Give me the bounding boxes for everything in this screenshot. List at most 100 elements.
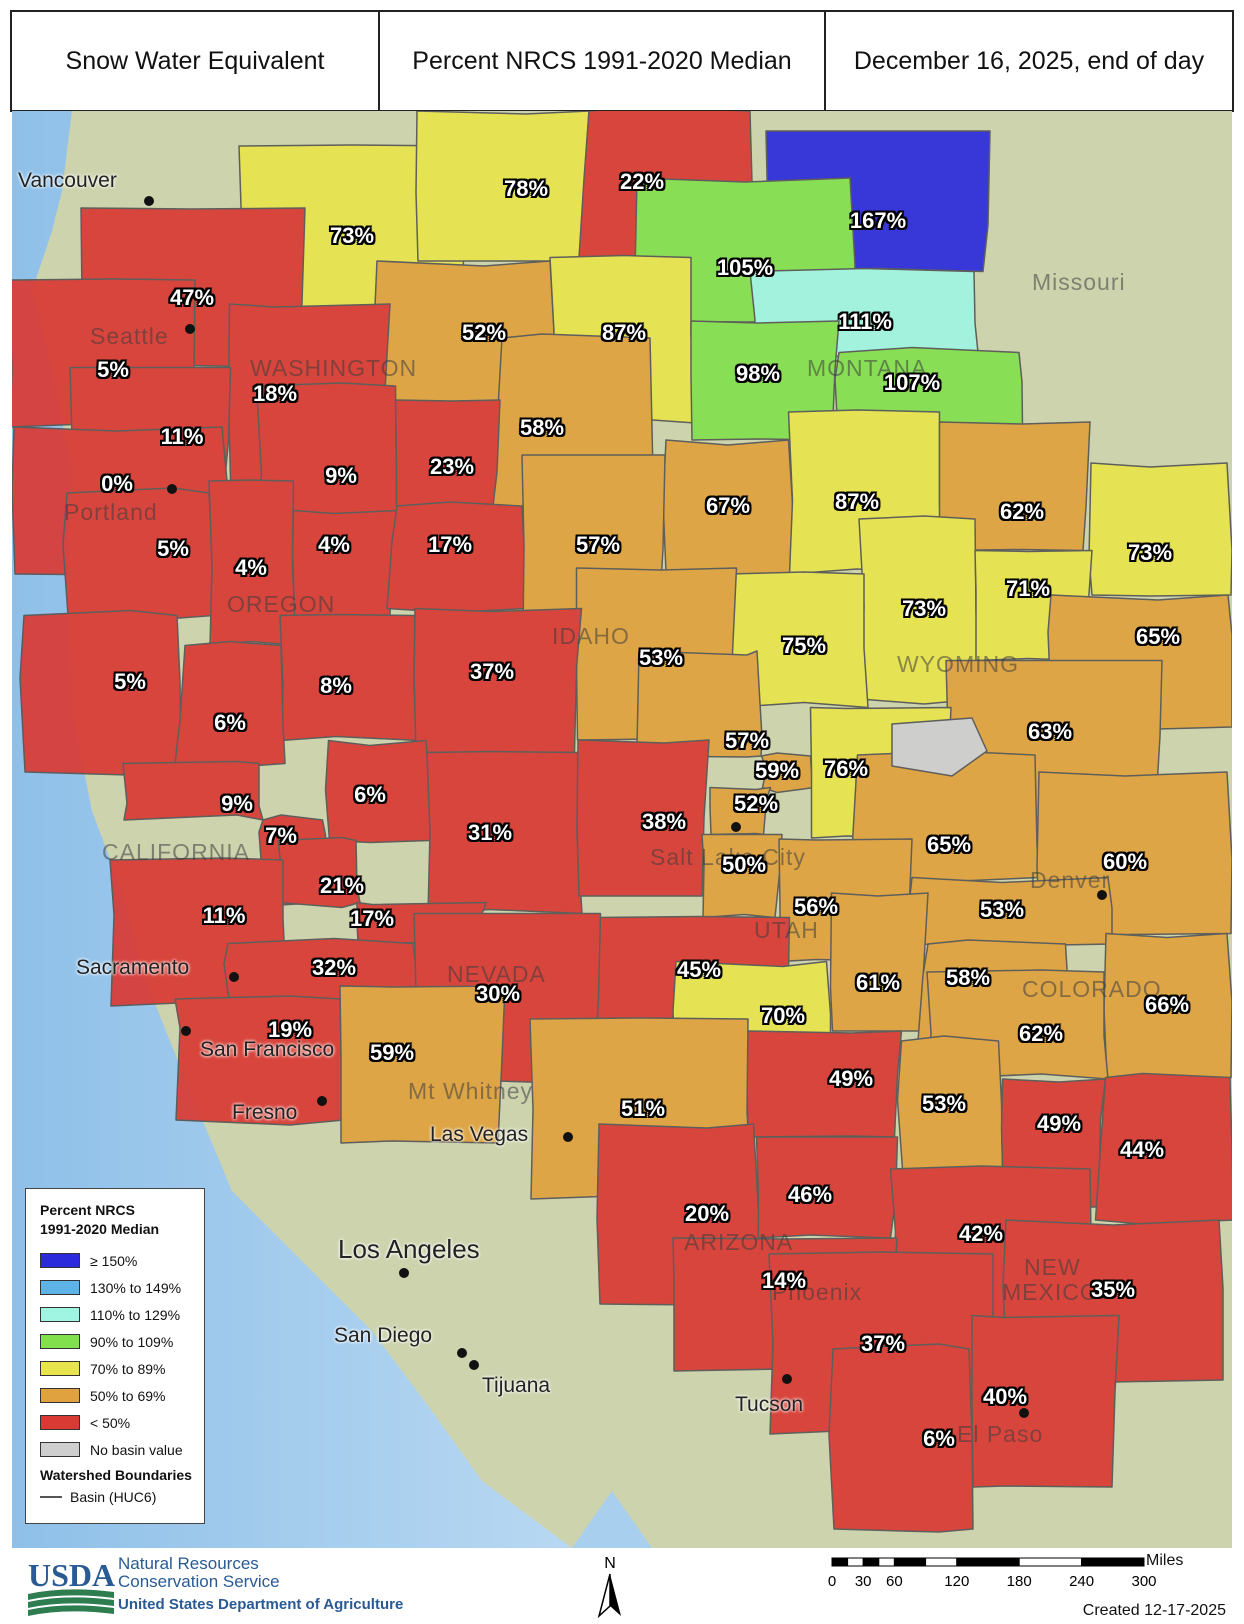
- basin-percent-label: 6%: [354, 782, 386, 807]
- agency-line-2: Conservation Service: [118, 1572, 280, 1591]
- legend-swatch: [40, 1307, 80, 1322]
- city-dot-icon: [229, 972, 239, 982]
- basin-percent-label: 32%: [311, 955, 357, 980]
- scale-segment: [893, 1557, 927, 1567]
- basin-percent-label: 9%: [221, 791, 253, 816]
- legend-boundaries-title: Watershed Boundaries: [40, 1467, 192, 1483]
- basin-percent-label: 98%: [735, 361, 781, 386]
- basin-percent-label: 66%: [1144, 992, 1190, 1017]
- basin-percent-label: 61%: [855, 970, 901, 995]
- place-label-san-diego: San Diego: [334, 1324, 433, 1347]
- basin-percent-label: 47%: [169, 285, 215, 310]
- legend-swatch: [40, 1253, 80, 1268]
- basin-percent-label: 56%: [793, 894, 839, 919]
- basin-percent-label: 7%: [265, 823, 297, 848]
- basin-percent-label: 71%: [1005, 576, 1051, 601]
- city-dot-icon: [1097, 890, 1107, 900]
- basin-percent-label: 51%: [620, 1096, 666, 1121]
- legend-title-1: Percent NRCS: [40, 1202, 135, 1218]
- basin-regions: [12, 111, 1232, 1533]
- scale-tick-label: 60: [886, 1573, 903, 1590]
- city-dot-icon: [317, 1096, 327, 1106]
- scale-tick-label: 0: [828, 1573, 836, 1590]
- city-dot-icon: [399, 1268, 409, 1278]
- legend-item: 90% to 109%: [40, 1328, 204, 1355]
- place-label-seattle: Seattle: [90, 323, 169, 349]
- city-dot-icon: [144, 196, 154, 206]
- basin-percent-label: 63%: [1027, 719, 1073, 744]
- basin-percent-label: 46%: [787, 1182, 833, 1207]
- basin-percent-label: 17%: [427, 532, 473, 557]
- basin-percent-label: 40%: [982, 1384, 1028, 1409]
- legend-boundary-item: Basin (HUC6): [40, 1489, 204, 1505]
- basin-percent-label: 37%: [469, 659, 515, 684]
- basin-region: [415, 111, 590, 262]
- city-dot-icon: [167, 484, 177, 494]
- place-label-montana: MONTANA: [807, 355, 928, 381]
- basin-region: [339, 985, 506, 1144]
- basin-region: [829, 892, 929, 1032]
- basin-percent-label: 53%: [921, 1091, 967, 1116]
- basin-percent-label: 18%: [252, 381, 298, 406]
- basin-percent-label: 4%: [235, 555, 267, 580]
- basin-percent-label: 73%: [1127, 540, 1173, 565]
- basin-percent-label: 57%: [575, 532, 621, 557]
- basin-percent-label: 5%: [157, 536, 189, 561]
- place-label-oregon: OREGON: [227, 591, 336, 617]
- legend-label: 50% to 69%: [90, 1387, 166, 1404]
- legend-swatch: [40, 1361, 80, 1376]
- basin-percent-label: 52%: [733, 791, 779, 816]
- place-label-las-vegas: Las Vegas: [430, 1123, 529, 1146]
- place-label-tucson: Tucson: [735, 1393, 804, 1416]
- usda-logo-text: USDA: [28, 1557, 115, 1593]
- legend-label: No basin value: [90, 1441, 183, 1458]
- scale-segment: [1018, 1557, 1083, 1567]
- place-label-california: CALIFORNIA: [102, 839, 251, 865]
- scale-tick-label: 240: [1069, 1573, 1094, 1590]
- place-label-tijuana: Tijuana: [482, 1374, 551, 1397]
- basin-region: [19, 609, 182, 776]
- basin-percent-label: 70%: [760, 1003, 806, 1028]
- place-label-salt-lake: Salt Lake City: [650, 844, 806, 870]
- legend-label: ≥ 150%: [90, 1252, 138, 1269]
- basin-region: [1103, 932, 1232, 1080]
- legend-item: 110% to 129%: [40, 1301, 204, 1328]
- legend-swatch: [40, 1415, 80, 1430]
- footer: USDA Natural Resources Conservation Serv…: [10, 1550, 1234, 1624]
- place-label-portland: Portland: [64, 499, 158, 525]
- basin-percent-label: 76%: [823, 756, 869, 781]
- basin-percent-label: 4%: [318, 532, 350, 557]
- basin-percent-label: 58%: [519, 415, 565, 440]
- basin-percent-label: 78%: [503, 176, 549, 201]
- basin-region: [1088, 462, 1232, 597]
- basin-percent-label: 59%: [754, 758, 800, 783]
- city-dot-icon: [181, 1026, 191, 1036]
- place-label-los-angeles: Los Angeles: [338, 1234, 480, 1264]
- place-label-washington: WASHINGTON: [250, 355, 418, 381]
- basin-region: [394, 399, 501, 507]
- city-dot-icon: [782, 1374, 792, 1384]
- place-label-vancouver: Vancouver: [18, 169, 117, 192]
- legend-swatch: [40, 1280, 80, 1295]
- basin-percent-label: 8%: [320, 673, 352, 698]
- basin-percent-label: 75%: [781, 633, 827, 658]
- basin-percent-label: 53%: [979, 897, 1025, 922]
- map-date: December 16, 2025, end of day: [853, 46, 1205, 75]
- scale-tick-label: 180: [1007, 1573, 1032, 1590]
- city-dot-icon: [457, 1348, 467, 1358]
- basin-percent-label: 11%: [160, 424, 204, 449]
- basin-percent-label: 52%: [461, 320, 507, 345]
- basin-percent-label: 30%: [475, 981, 521, 1006]
- scale-segment: [862, 1557, 880, 1567]
- basin-no-value: [891, 717, 988, 777]
- map-title: Snow Water Equivalent: [12, 12, 380, 110]
- scale-segment: [847, 1557, 864, 1567]
- basin-region: [746, 1030, 903, 1138]
- basin-percent-label: 57%: [724, 728, 770, 753]
- basin-percent-label: 49%: [828, 1066, 874, 1091]
- basin-percent-label: 11%: [202, 903, 246, 928]
- place-label-idaho: IDAHO: [552, 623, 630, 649]
- place-label-wyoming: WYOMING: [897, 651, 1019, 677]
- scale-segment: [1081, 1557, 1145, 1567]
- city-dot-icon: [1019, 1408, 1029, 1418]
